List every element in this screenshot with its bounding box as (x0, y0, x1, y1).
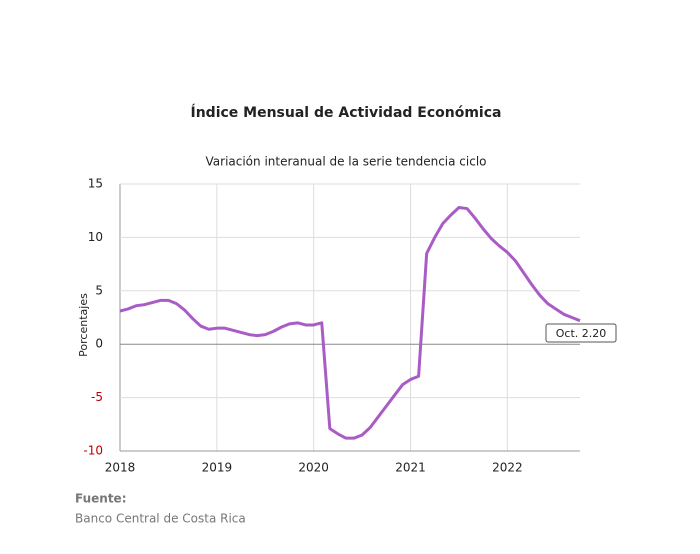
x-tick-label: 2020 (298, 461, 329, 475)
y-tick-label: -10 (83, 444, 103, 458)
chart-title: Índice Mensual de Actividad Económica (191, 104, 502, 121)
y-tick-label: 0 (95, 337, 103, 351)
y-axis-label: Porcentajes (77, 293, 90, 357)
annotation-box (545, 323, 617, 343)
x-tick-label: 2019 (202, 461, 233, 475)
y-tick-label: 10 (88, 230, 103, 244)
x-tick-label: 2021 (395, 461, 426, 475)
source-label: Fuente: (75, 492, 127, 506)
source: Banco Central de Costa Rica (75, 512, 246, 526)
y-tick-label: 5 (95, 283, 103, 297)
y-tick-label: -5 (91, 390, 103, 404)
x-tick-label: 2022 (492, 461, 523, 475)
y-tick-label: 15 (88, 177, 103, 191)
annotation: Oct. 2.20 (556, 327, 607, 340)
line-series (119, 205, 581, 440)
chart-subtitle: Variación interanual de la serie tendenc… (206, 155, 487, 169)
x-tick-label: 2018 (105, 461, 136, 475)
